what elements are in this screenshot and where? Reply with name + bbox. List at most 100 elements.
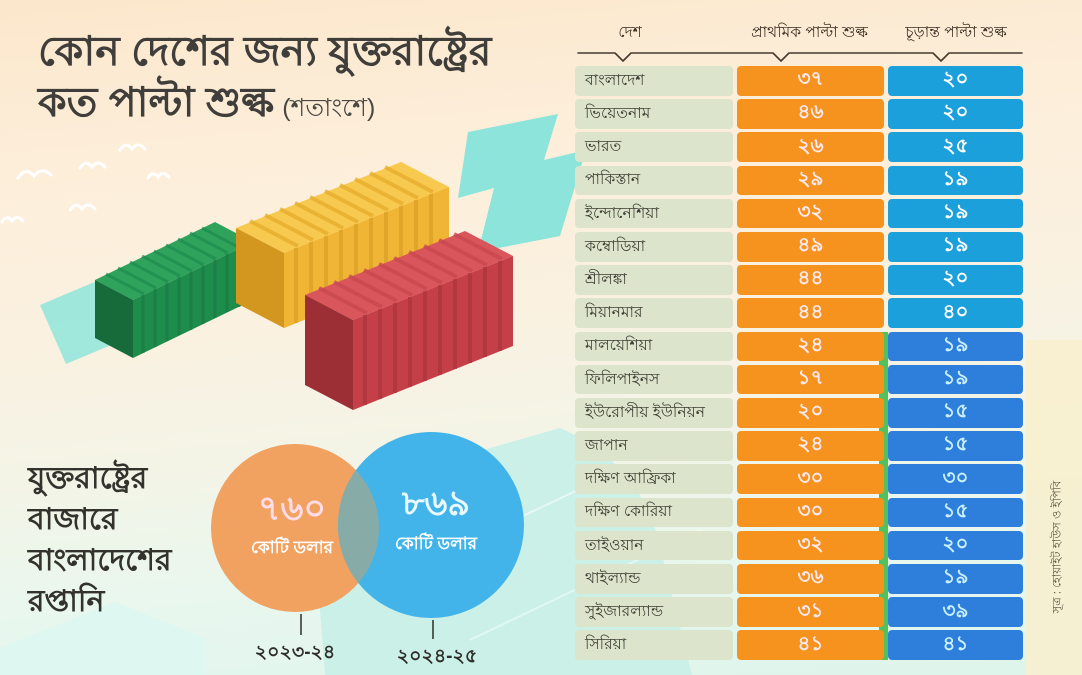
- initial-tariff-cell: ৩৬: [737, 564, 884, 594]
- initial-tariff-cell: ৩০: [737, 497, 884, 528]
- country-cell: দক্ষিণ আফ্রিকা: [575, 464, 733, 494]
- initial-tariff-cell: ২০: [737, 398, 884, 428]
- final-tariff-cell: ১৯: [888, 198, 1023, 229]
- final-tariff-cell: ১৯: [888, 331, 1023, 362]
- initial-tariff-cell: ৩২: [737, 198, 884, 229]
- final-tariff-cell: ১৯: [888, 165, 1023, 196]
- export-unit-2024-25: কোটি ডলার: [395, 532, 478, 553]
- table-row: ভারত ২৬ ২৫: [575, 132, 1025, 162]
- final-tariff-cell: ২০: [888, 530, 1023, 561]
- table-body: বাংলাদেশ ৩৭ ২০ ভিয়েতনাম ৪৬ ২০ ভারত ২৬ ২৫ পাকিস্ত…: [575, 66, 1025, 660]
- final-tariff-cell: ৩০: [888, 464, 1023, 494]
- containers-illustration: [95, 162, 513, 410]
- header-brace-line: [577, 52, 1023, 62]
- initial-tariff-cell: ৪৪: [737, 265, 884, 295]
- final-tariff-cell: ১৫: [888, 431, 1023, 461]
- title-line-2: কত পাল্টা শুল্ক: [38, 79, 275, 126]
- map-arrow-shape: [458, 114, 586, 252]
- country-cell: কম্বোডিয়া: [575, 232, 733, 262]
- initial-tariff-cell: ৩৭: [737, 66, 884, 96]
- final-tariff-cell: ১৫: [888, 398, 1023, 428]
- final-tariff-cell: ২৫: [888, 132, 1023, 162]
- table-row: দক্ষিণ কোরিয়া ৩০ ১৫: [575, 497, 1025, 528]
- header-country: দেশ: [618, 24, 642, 41]
- title-line-1: কোন দেশের জন্য যুক্তরাষ্ট্রের: [38, 28, 492, 74]
- source-credit: সূত্র : হোয়াইট হাউস ও ইপিবি: [1051, 480, 1064, 614]
- header-final-tariff: চূড়ান্ত পাল্টা শুল্ক: [905, 24, 1007, 41]
- table-row: সুইজারল্যান্ড ৩১ ৩৯: [575, 597, 1025, 627]
- country-cell: ইন্দোনেশিয়া: [575, 198, 733, 229]
- initial-tariff-cell: ৪৯: [737, 232, 884, 262]
- initial-tariff-cell: ২৪: [737, 331, 884, 362]
- export-section-label: যুক্তরাষ্ট্রের বাজারে বাংলাদেশের রপ্তানি: [28, 458, 172, 622]
- initial-tariff-cell: ৪১: [737, 630, 884, 660]
- country-cell: মিয়ানমার: [575, 298, 733, 328]
- table-row: মিয়ানমার ৪৪ ৪০: [575, 298, 1025, 328]
- table-row: জাপান ২৪ ১৫: [575, 431, 1025, 461]
- table-row: মালয়েশিয়া ২৪ ১৯: [575, 331, 1025, 362]
- red-container: [305, 231, 513, 410]
- birds-icon: [0, 143, 171, 224]
- initial-tariff-cell: ৩০: [737, 464, 884, 494]
- country-cell: তাইওয়ান: [575, 530, 733, 561]
- table-row: কম্বোডিয়া ৪৯ ১৯: [575, 232, 1025, 262]
- table-row: তাইওয়ান ৩২ ২০: [575, 530, 1025, 561]
- country-cell: ইউরোপীয় ইউনিয়ন: [575, 398, 733, 428]
- country-cell: জাপান: [575, 431, 733, 461]
- circle-2023-24: [211, 444, 379, 612]
- country-cell: ভিয়েতনাম: [575, 99, 733, 129]
- final-tariff-cell: ২০: [888, 99, 1023, 129]
- map-green-strip: [879, 332, 888, 660]
- green-container: [95, 222, 253, 358]
- final-tariff-cell: ৩৯: [888, 597, 1023, 627]
- export-label-line: বাজারে: [28, 503, 118, 537]
- country-cell: থাইল্যান্ড: [575, 564, 733, 594]
- year-label-2023-24: ২০২৩-২৪: [255, 642, 335, 663]
- final-tariff-cell: ১৯: [888, 364, 1023, 395]
- table-row: দক্ষিণ আফ্রিকা ৩০ ৩০: [575, 464, 1025, 494]
- table-row: বাংলাদেশ ৩৭ ২০: [575, 66, 1025, 96]
- export-value-2024-25: ৮৬৯: [401, 484, 470, 523]
- country-cell: শ্রীলঙ্কা: [575, 265, 733, 295]
- map-sand-shape: [1026, 340, 1082, 675]
- table-row: ইন্দোনেশিয়া ৩২ ১৯: [575, 198, 1025, 229]
- table-row: থাইল্যান্ড ৩৬ ১৯: [575, 564, 1025, 594]
- header-initial-tariff: প্রাথমিক পাল্টা শুল্ক: [751, 24, 868, 41]
- export-unit-2023-24: কোটি ডলার: [251, 536, 334, 557]
- table-row: শ্রীলঙ্কা ৪৪ ২০: [575, 265, 1025, 295]
- final-tariff-cell: ১৯: [888, 232, 1023, 262]
- table-row: ভিয়েতনাম ৪৬ ২০: [575, 99, 1025, 129]
- initial-tariff-cell: ৩১: [737, 597, 884, 627]
- table-row: সিরিয়া ৪১ ৪১: [575, 630, 1025, 660]
- title-subtitle: (শতাংশে): [282, 94, 376, 123]
- country-cell: দক্ষিণ কোরিয়া: [575, 497, 733, 528]
- final-tariff-cell: ১৯: [888, 564, 1023, 594]
- tariff-table: দেশ প্রাথমিক পাল্টা শুল্ক চূড়ান্ত পাল্ট…: [575, 14, 1025, 660]
- country-cell: বাংলাদেশ: [575, 66, 733, 96]
- export-label-line: যুক্তরাষ্ট্রের: [28, 462, 148, 495]
- table-row: ফিলিপাইনস ১৭ ১৯: [575, 364, 1025, 395]
- page-title: কোন দেশের জন্য যুক্তরাষ্ট্রের কত পাল্টা …: [38, 26, 491, 129]
- country-cell: সুইজারল্যান্ড: [575, 597, 733, 627]
- map-shore-shape: [0, 602, 205, 675]
- export-label-line: বাংলাদেশের: [28, 544, 172, 578]
- table-header: দেশ প্রাথমিক পাল্টা শুল্ক চূড়ান্ত পাল্ট…: [575, 14, 1025, 50]
- export-label-line: রপ্তানি: [28, 585, 105, 619]
- initial-tariff-cell: ২৪: [737, 431, 884, 461]
- table-row: পাকিস্তান ২৯ ১৯: [575, 165, 1025, 196]
- final-tariff-cell: ৪০: [888, 298, 1023, 328]
- circle-2024-25: [338, 432, 524, 618]
- initial-tariff-cell: ২৯: [737, 165, 884, 196]
- initial-tariff-cell: ৩২: [737, 530, 884, 561]
- country-cell: মালয়েশিয়া: [575, 331, 733, 362]
- initial-tariff-cell: ৪৪: [737, 298, 884, 328]
- country-cell: ফিলিপাইনস: [575, 364, 733, 395]
- initial-tariff-cell: ১৭: [737, 364, 884, 395]
- export-value-2023-24: ৭৬০: [258, 489, 326, 528]
- initial-tariff-cell: ২৬: [737, 132, 884, 162]
- country-cell: ভারত: [575, 132, 733, 162]
- country-cell: সিরিয়া: [575, 630, 733, 660]
- year-label-2024-25: ২০২৪-২৫: [397, 646, 477, 667]
- table-row: ইউরোপীয় ইউনিয়ন ২০ ১৫: [575, 398, 1025, 428]
